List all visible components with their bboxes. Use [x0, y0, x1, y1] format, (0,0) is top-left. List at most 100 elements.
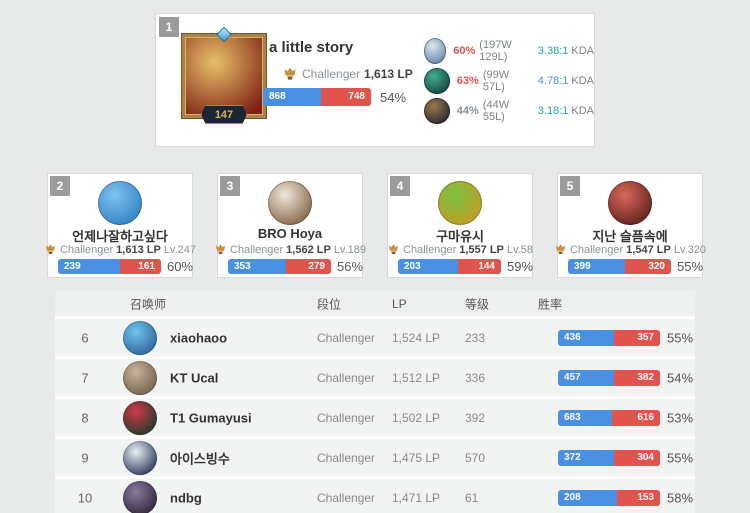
winrate-percent: 55%	[677, 259, 704, 274]
table-row[interactable]: 10 ndbg Challenger 1,471 LP 61 208 153 5…	[55, 479, 695, 513]
winloss-bar: 868 748	[263, 88, 371, 106]
tier-label: Challenger	[317, 330, 376, 345]
summoner-name[interactable]: a little story	[269, 39, 354, 56]
wins-count: 353	[228, 259, 286, 274]
losses-count: 320	[625, 259, 671, 274]
lp-value: 1,502 LP	[392, 410, 441, 425]
level-value: Lv.320	[673, 243, 707, 256]
lp-value: 1,613 LP	[116, 243, 161, 256]
table-row[interactable]: 6 xiaohaoo Challenger 1,524 LP 233 436 3…	[55, 319, 695, 356]
summoner-avatar-frame: 147	[182, 26, 266, 124]
rank-badge: 3	[220, 176, 240, 196]
winloss-bar: 399 320	[568, 259, 671, 274]
level-value: 570	[465, 450, 486, 465]
tier-label: Challenger	[302, 67, 361, 81]
champion-winrate: 63%	[456, 75, 479, 87]
player-name[interactable]: 구마유시	[436, 229, 484, 244]
player-name[interactable]: KT Ucal	[170, 370, 219, 385]
row-rank: 7	[81, 370, 89, 385]
winloss-bar: 457 382	[558, 369, 660, 386]
champion-avatar	[424, 98, 450, 124]
player-name[interactable]: ndbg	[170, 490, 202, 505]
kda-label: KDA	[571, 45, 594, 57]
tier-label: Challenger	[317, 370, 376, 385]
wins-count: 203	[398, 259, 459, 274]
tier-label: Challenger	[59, 243, 114, 256]
rank-badge: 5	[560, 176, 580, 196]
losses-count: 748	[321, 88, 371, 106]
champion-stat-row: 44% (44W 55L) 3.18:1 KDA	[424, 98, 594, 124]
winrate-percent: 59%	[507, 259, 534, 274]
header-tier: 段位	[317, 297, 342, 311]
player-avatar	[608, 181, 652, 225]
winrate-percent: 54%	[667, 370, 694, 385]
top-player-card[interactable]: 1 147 a little story Challenger 1,613 LP…	[155, 13, 595, 147]
lp-value: 1,512 LP	[392, 370, 441, 385]
wins-count: 208	[558, 489, 617, 506]
table-row[interactable]: 7 KT Ucal Challenger 1,512 LP 336 457 38…	[55, 359, 695, 396]
player-avatar	[123, 360, 157, 395]
tier-label: Challenger	[317, 490, 376, 505]
champion-kda-ratio: 3.38:1	[537, 45, 569, 57]
wins-count: 239	[58, 259, 120, 274]
player-card[interactable]: 3 BRO Hoya Challenger 1,562 LP Lv.189 35…	[215, 173, 366, 278]
player-card[interactable]: 4 구마유시 Challenger 1,557 LP Lv.58 203 144…	[387, 173, 533, 278]
ranking-table: 召唤师 段位 LP 等级 胜率 6 xiaohaoo Challenger 1,…	[55, 291, 695, 513]
winloss-bar: 208 153	[558, 489, 660, 506]
champion-avatar	[424, 38, 447, 64]
table-row[interactable]: 8 T1 Gumayusi Challenger 1,502 LP 392 68…	[55, 399, 695, 436]
champion-kda-ratio: 3.18:1	[537, 105, 569, 117]
losses-count: 279	[285, 259, 331, 274]
player-name[interactable]: BRO Hoya	[257, 226, 323, 241]
champion-winrate: 44%	[456, 105, 479, 117]
player-name[interactable]: 지난 슬픔속에	[592, 229, 668, 244]
lp-value: 1,475 LP	[392, 450, 441, 465]
winloss-bar-line: 868 748 54%	[263, 88, 406, 106]
losses-count: 382	[613, 369, 660, 386]
row-rank: 9	[81, 450, 89, 465]
wins-count: 683	[558, 409, 612, 426]
row-rank: 10	[77, 490, 93, 505]
tier-label: Challenger	[229, 243, 284, 256]
winrate-percent: 55%	[667, 330, 694, 345]
summoner-level-badge: 147	[201, 105, 247, 124]
tier-line: Challenger 1,613 LP	[282, 66, 413, 82]
champion-winrate: 60%	[453, 45, 476, 57]
player-avatar	[268, 181, 312, 225]
winloss-bar: 203 144	[398, 259, 501, 274]
winrate-percent: 56%	[337, 259, 364, 274]
tier-label: Challenger	[403, 243, 457, 256]
losses-count: 304	[614, 449, 660, 466]
rank-badge: 2	[50, 176, 70, 196]
wins-count: 436	[558, 329, 615, 346]
winloss-bar-line: 239 161 60%	[58, 259, 193, 274]
tier-line: Challenger 1,613 LP Lv.247	[45, 243, 196, 256]
player-name[interactable]: 언제나잘하고싶다	[72, 229, 168, 244]
losses-count: 616	[611, 409, 660, 426]
header-level: 等级	[465, 297, 490, 311]
player-name[interactable]: xiaohaoo	[170, 330, 228, 345]
player-name[interactable]: T1 Gumayusi	[170, 410, 252, 425]
level-value: 336	[465, 370, 486, 385]
challenger-crest-icon	[282, 66, 298, 82]
table-row[interactable]: 9 아이스빙수 Challenger 1,475 LP 570 372 304 …	[55, 439, 695, 476]
winrate-percent: 58%	[667, 490, 694, 505]
wins-count: 372	[558, 449, 615, 466]
player-avatar	[123, 320, 157, 355]
champion-record: (99W 57L)	[482, 69, 510, 93]
winrate-percent: 60%	[167, 259, 194, 274]
level-value: Lv.247	[163, 243, 197, 256]
lp-value: 1,557 LP	[459, 243, 504, 256]
winloss-bar: 683 616	[558, 409, 660, 426]
tier-line: Challenger 1,562 LP Lv.189	[215, 243, 366, 256]
player-avatar	[123, 440, 157, 475]
level-value: Lv.58	[506, 243, 533, 256]
winloss-bar: 436 357	[558, 329, 660, 346]
player-card[interactable]: 5 지난 슬픔속에 Challenger 1,547 LP Lv.320 399…	[555, 173, 707, 278]
player-avatar	[438, 181, 482, 225]
winloss-bar-line: 353 279 56%	[228, 259, 363, 274]
player-name[interactable]: 아이스빙수	[170, 451, 230, 466]
player-card[interactable]: 2 언제나잘하고싶다 Challenger 1,613 LP Lv.247 23…	[45, 173, 196, 278]
header-winrate: 胜率	[538, 297, 563, 311]
